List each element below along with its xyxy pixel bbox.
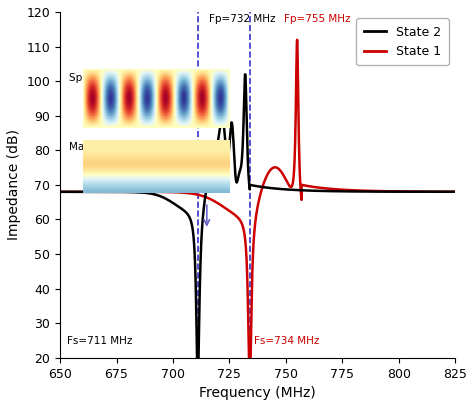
Y-axis label: Impedance (dB): Impedance (dB) — [7, 129, 21, 241]
Text: Fs=711 MHz: Fs=711 MHz — [67, 336, 132, 346]
Text: Fs=734 MHz: Fs=734 MHz — [254, 336, 319, 346]
Text: Main Mode: Main Mode — [69, 142, 126, 152]
Text: Fp=732 MHz: Fp=732 MHz — [209, 14, 275, 24]
Legend: State 2, State 1: State 2, State 1 — [356, 18, 449, 66]
Text: Fp=755 MHz: Fp=755 MHz — [283, 14, 350, 24]
X-axis label: Frequency (MHz): Frequency (MHz) — [199, 386, 316, 400]
Text: Spurious Mode: Spurious Mode — [69, 73, 146, 83]
